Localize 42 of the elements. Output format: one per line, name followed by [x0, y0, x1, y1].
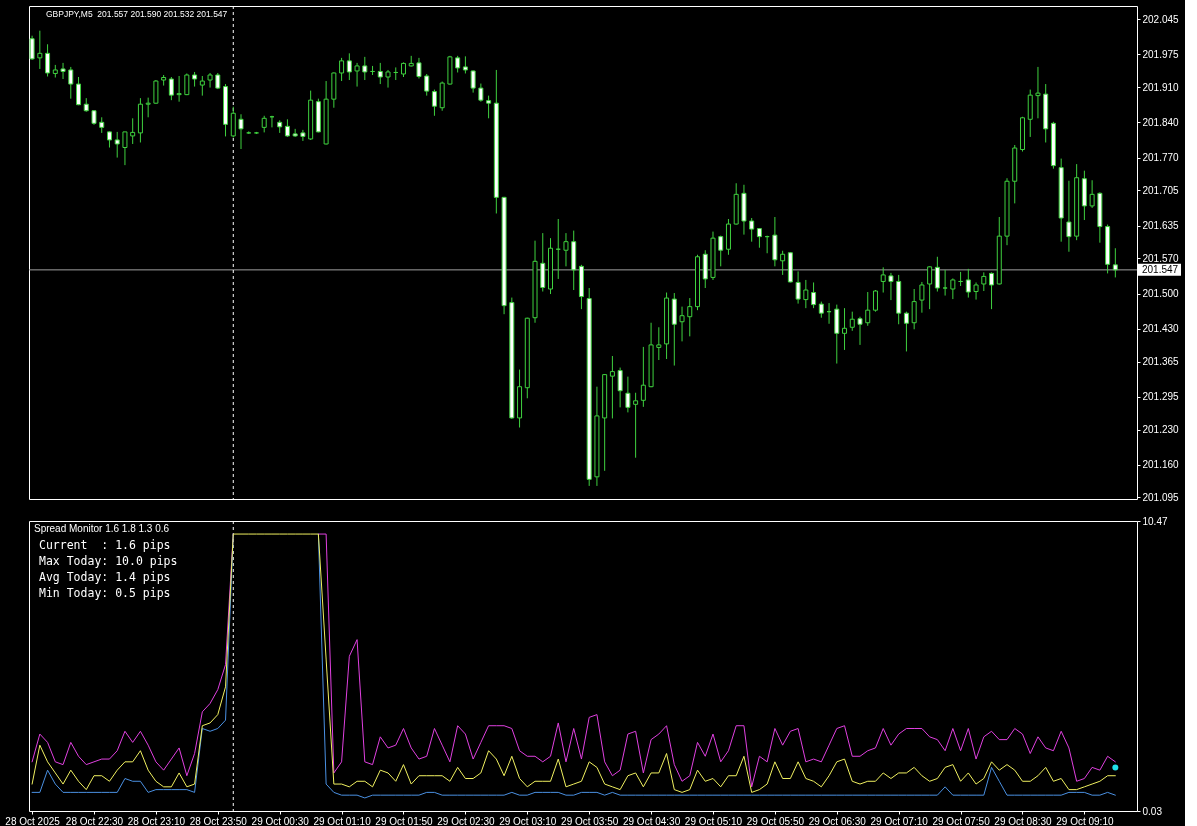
- x-tick-label: 28 Oct 2025: [5, 815, 61, 826]
- y-tick-label: 201.570: [1142, 252, 1180, 264]
- annotation: Current : 1.6 pips: [39, 538, 171, 552]
- y-tick-label: 201.095: [1142, 491, 1180, 503]
- x-tick-label: 29 Oct 05:50: [746, 815, 805, 826]
- x-tick-label: 29 Oct 01:10: [313, 815, 372, 826]
- x-tick-label: 29 Oct 03:10: [499, 815, 557, 826]
- x-tick-label: 29 Oct 01:50: [375, 815, 434, 826]
- y-tick-label: 201.975: [1142, 48, 1180, 60]
- ref-line-label: 201.547: [1142, 263, 1179, 275]
- x-tick-label: 28 Oct 23:10: [127, 815, 186, 826]
- y-tick-label: 202.045: [1142, 13, 1180, 25]
- x-tick-label: 29 Oct 08:30: [994, 815, 1053, 826]
- y-tick-label: 201.840: [1142, 116, 1180, 128]
- x-tick-label: 29 Oct 09:10: [1056, 815, 1114, 826]
- x-tick-label: 29 Oct 07:10: [870, 815, 929, 826]
- annotation: Max Today: 10.0 pips: [39, 554, 178, 568]
- x-tick-label: 29 Oct 07:50: [932, 815, 991, 826]
- y-tick-label: 201.705: [1142, 184, 1180, 196]
- x-tick-label: 29 Oct 04:30: [622, 815, 681, 826]
- y-tick-label: 201.230: [1142, 424, 1180, 436]
- y-tick-label: 201.635: [1142, 220, 1180, 232]
- x-tick-label: 28 Oct 23:50: [189, 815, 248, 826]
- x-tick-label: 29 Oct 02:30: [437, 815, 495, 826]
- y-tick-label: 201.500: [1142, 288, 1180, 300]
- annotation: Avg Today: 1.4 pips: [39, 570, 171, 584]
- y-tick-label: 201.770: [1142, 152, 1180, 164]
- y-tick-label: 10.47: [1142, 515, 1168, 527]
- y-tick-label: 201.430: [1142, 323, 1180, 335]
- y-tick-label: 201.160: [1142, 459, 1180, 471]
- x-tick-label: 29 Oct 06:30: [808, 815, 867, 826]
- chart-title: GBPJPY,M5 201.557 201.590 201.532 201.547: [46, 9, 228, 19]
- y-tick-label: 0.03: [1142, 805, 1163, 817]
- x-tick-label: 29 Oct 05:10: [684, 815, 743, 826]
- x-tick-label: 29 Oct 03:50: [561, 815, 619, 826]
- y-tick-label: 201.910: [1142, 81, 1180, 93]
- chart-title: Spread Monitor 1.6 1.8 1.3 0.6: [34, 523, 170, 534]
- x-tick-label: 28 Oct 22:30: [65, 815, 124, 826]
- annotation: Min Today: 0.5 pips: [39, 586, 171, 600]
- y-tick-label: 201.295: [1142, 391, 1180, 403]
- x-tick-label: 29 Oct 00:30: [251, 815, 310, 826]
- y-tick-label: 201.365: [1142, 356, 1180, 368]
